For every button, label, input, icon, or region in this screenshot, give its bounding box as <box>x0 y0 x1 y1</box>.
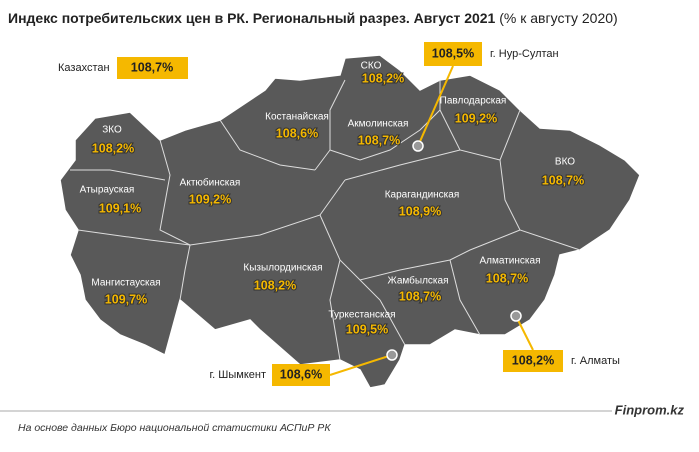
city-leader <box>515 315 534 351</box>
region-borders <box>70 79 581 361</box>
national-box <box>117 57 188 79</box>
region-value: 109,5% <box>346 322 388 336</box>
region-name: Мангистауская <box>91 278 160 289</box>
region-name: ВКО <box>555 157 575 168</box>
city-name: г. Шымкент <box>210 369 267 381</box>
city-value: 108,5% <box>432 46 474 60</box>
region-value: 109,7% <box>105 292 147 306</box>
region-value: 108,7% <box>542 173 584 187</box>
city-dot <box>412 140 424 152</box>
region-value: 108,7% <box>358 133 400 147</box>
region-value: 109,2% <box>189 192 231 206</box>
city-box <box>424 42 482 66</box>
region-value: 109,1% <box>99 201 141 215</box>
subtitle: (% к августу 2020) <box>499 10 617 26</box>
region-value: 108,7% <box>486 271 528 285</box>
region-name: Акмолинская <box>348 119 409 130</box>
city-value: 108,2% <box>512 353 554 367</box>
region-name: Алматинская <box>480 256 541 267</box>
title: Индекс потребительских цен в РК. Региона… <box>8 10 618 26</box>
region-name: Карагандинская <box>385 190 460 201</box>
country-shape <box>59 54 641 389</box>
region-value: 108,9% <box>399 204 441 218</box>
region-name: Туркестанская <box>328 310 395 321</box>
city-name: г. Нур-Султан <box>490 48 559 60</box>
city-dot <box>386 349 398 361</box>
region-name: Кызылординская <box>243 263 322 274</box>
region-value: 108,2% <box>254 278 296 292</box>
city-value: 108,6% <box>280 367 322 381</box>
title-main: Индекс потребительских цен в РК. Региона… <box>8 10 496 26</box>
city-name: г. Алматы <box>571 355 620 367</box>
region-name: СКО <box>361 61 382 72</box>
footer-source: На основе данных Бюро национальной стати… <box>18 422 331 434</box>
region-value: 108,2% <box>92 141 134 155</box>
national-name: Казахстан <box>58 62 110 74</box>
region-name: ЗКО <box>102 125 122 136</box>
region-name: Жамбылская <box>388 275 449 287</box>
region-name: Актюбинская <box>180 177 241 189</box>
region-name: Павлодарская <box>440 96 507 107</box>
brand: Finprom.kz <box>615 402 685 417</box>
city-leader <box>329 354 393 376</box>
region-value: 109,2% <box>455 111 497 125</box>
city-box <box>272 364 330 386</box>
city-leader <box>417 65 454 147</box>
region-value: 108,2% <box>362 71 404 85</box>
national-value: 108,7% <box>131 60 173 74</box>
city-box <box>503 350 563 372</box>
city-dot <box>510 310 522 322</box>
region-value: 108,7% <box>399 289 441 303</box>
region-value: 108,6% <box>276 126 318 140</box>
region-name: Атырауская <box>80 185 135 196</box>
region-name: Костанайская <box>265 112 329 123</box>
